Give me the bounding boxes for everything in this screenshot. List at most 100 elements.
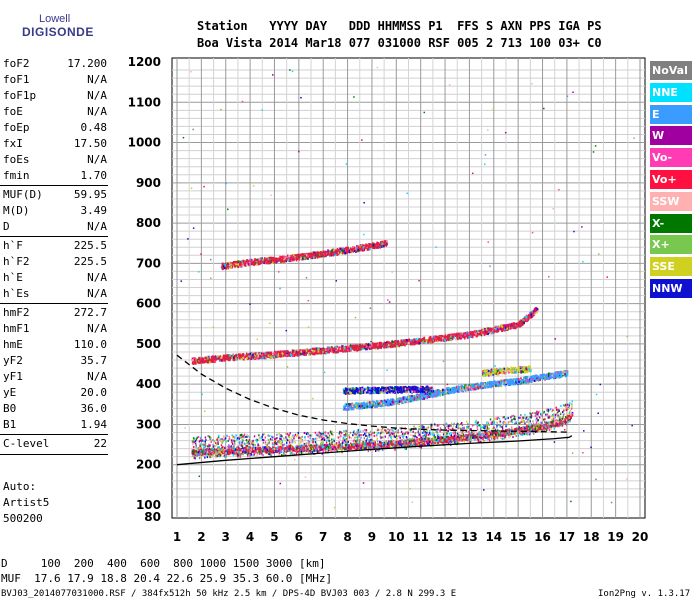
echo-point xyxy=(261,353,263,356)
echo-point xyxy=(343,346,345,349)
echo-point xyxy=(298,353,301,357)
echo-point xyxy=(483,432,485,435)
echo-point xyxy=(260,352,263,355)
echo-point xyxy=(392,441,395,444)
echo-point xyxy=(515,322,518,325)
echo-point xyxy=(250,263,253,266)
echo-point xyxy=(339,347,342,350)
echo-point xyxy=(509,327,512,330)
echo-point xyxy=(510,323,512,326)
echo-point xyxy=(377,242,380,245)
echo-point xyxy=(345,348,348,351)
echo-point xyxy=(371,242,374,245)
echo-point xyxy=(367,442,370,445)
echo-point xyxy=(427,440,430,444)
echo-point xyxy=(389,345,392,348)
echo-point xyxy=(320,352,322,355)
echo-point xyxy=(440,441,443,444)
echo-point xyxy=(296,450,298,453)
echo-point xyxy=(201,358,204,361)
echo-traces xyxy=(180,66,635,509)
echo-point xyxy=(348,251,351,254)
echo-point xyxy=(402,342,405,345)
echo-point xyxy=(281,353,284,356)
echo-point xyxy=(418,438,421,441)
echo-point xyxy=(325,252,327,255)
echo-point xyxy=(410,340,413,343)
echo-point xyxy=(278,449,281,452)
echo-point xyxy=(308,353,310,356)
echo-point xyxy=(440,337,443,340)
echo-point xyxy=(326,444,328,447)
echo-point xyxy=(292,351,295,354)
echo-point xyxy=(394,342,397,345)
echo-point xyxy=(293,449,296,452)
echo-point xyxy=(484,431,487,434)
echo-point xyxy=(335,448,338,451)
echo-point xyxy=(242,358,245,361)
echo-point xyxy=(345,246,348,250)
echo-point xyxy=(328,346,330,349)
echo-point xyxy=(354,444,357,447)
echo-point xyxy=(556,423,558,426)
param-name: B0 xyxy=(3,402,17,415)
echo-point xyxy=(394,344,396,348)
echo-point xyxy=(433,335,435,338)
echo-point xyxy=(297,448,300,451)
echo-point xyxy=(429,437,431,440)
echo-point xyxy=(427,339,429,342)
echo-point xyxy=(254,354,257,357)
echo-point xyxy=(510,429,512,432)
echo-point xyxy=(405,439,408,443)
echo-point xyxy=(332,350,335,354)
param-name: fmin xyxy=(3,169,30,182)
echo-point xyxy=(325,351,328,355)
echo-point xyxy=(319,347,322,350)
echo-point xyxy=(316,445,319,448)
echo-point xyxy=(268,447,271,450)
echo-point xyxy=(337,349,340,352)
echo-point xyxy=(285,350,288,353)
echo-point xyxy=(440,339,443,342)
echo-point xyxy=(286,446,288,449)
echo-point xyxy=(317,254,320,257)
echo-point xyxy=(275,447,278,450)
echo-point xyxy=(248,355,251,358)
echo-point xyxy=(418,338,421,341)
echo-point xyxy=(539,427,541,431)
echo-point xyxy=(529,311,531,315)
echo-point xyxy=(491,331,494,334)
echo-point xyxy=(243,355,246,358)
echo-point xyxy=(259,355,262,359)
echo-point xyxy=(571,412,574,416)
echo-point xyxy=(227,358,230,361)
echo-point xyxy=(229,447,232,450)
echo-point xyxy=(305,253,307,256)
echo-point xyxy=(340,345,343,348)
echo-point xyxy=(274,354,276,357)
echo-point xyxy=(512,324,515,328)
echo-point xyxy=(369,346,371,349)
echo-point xyxy=(218,356,220,359)
echo-point xyxy=(225,356,228,359)
echo-point xyxy=(557,423,559,426)
echo-point xyxy=(561,422,564,426)
echo-point xyxy=(487,436,489,439)
echo-point xyxy=(318,445,320,448)
echo-point xyxy=(399,342,401,346)
echo-point xyxy=(253,259,256,262)
echo-point xyxy=(535,309,538,312)
echo-point xyxy=(418,441,421,445)
echo-point xyxy=(257,447,259,450)
param-name: foF1p xyxy=(3,89,37,102)
echo-point xyxy=(248,451,250,455)
echo-point xyxy=(446,335,448,338)
echo-point xyxy=(475,330,478,333)
echo-point xyxy=(233,355,236,358)
echo-point xyxy=(554,424,557,428)
param-name: hmF1 xyxy=(3,322,30,335)
echo-point xyxy=(244,262,247,265)
echo-point xyxy=(492,327,494,330)
echo-point xyxy=(469,335,472,338)
echo-point xyxy=(437,339,440,342)
